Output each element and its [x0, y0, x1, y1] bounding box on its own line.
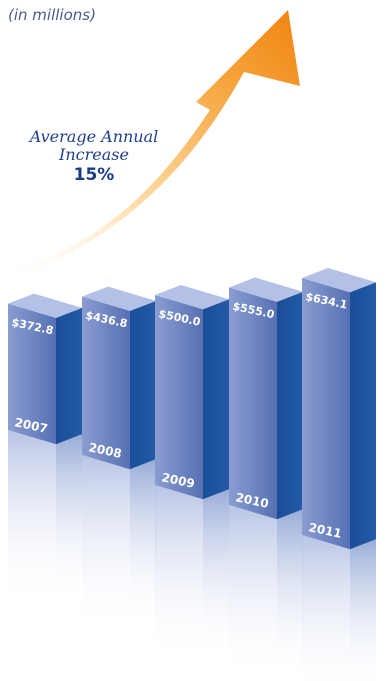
bar-reflection [8, 430, 56, 605]
bar-reflection-side [56, 434, 82, 605]
bar-side-2007 [56, 307, 82, 445]
bar-category-label: 2007 [13, 415, 49, 436]
bar-front-2010 [229, 287, 277, 520]
bar-side-2008 [130, 300, 156, 470]
bar-side-2010 [277, 291, 303, 520]
bar-top-2011 [302, 267, 376, 293]
annotation-line-1: Average Annual [29, 127, 159, 146]
bar-category-label: 2011 [307, 520, 343, 541]
bar-reflection-side [350, 539, 376, 681]
bar-top-2007 [8, 293, 82, 318]
bar-reflection [82, 455, 130, 630]
bar-reflection-side [277, 509, 303, 680]
bar-reflection [302, 535, 350, 681]
annotation-percent: 15% [73, 165, 115, 185]
bar-category-label: 2008 [87, 440, 123, 461]
bar-side-2009 [203, 299, 229, 500]
annotation-line-2: Increase [59, 145, 129, 164]
bar-reflection [155, 485, 203, 660]
bar-front-2007 [8, 303, 56, 445]
bar-side-2011 [350, 282, 376, 550]
bars-group: $372.82007$436.82008$500.02009$555.02010… [8, 267, 376, 681]
bar-category-label: 2010 [234, 490, 270, 511]
units-subtitle: (in millions) [8, 6, 96, 24]
bar-reflection-side [203, 489, 229, 660]
growth-arrow [6, 10, 300, 282]
bar-top-2010 [229, 277, 303, 302]
bar-top-2009 [155, 285, 229, 310]
bar-reflection-side [130, 459, 156, 630]
bar-category-label: 2009 [160, 470, 196, 491]
bar-front-2009 [155, 295, 203, 500]
bar-reflection [229, 505, 277, 680]
bar-front-2008 [82, 296, 130, 470]
average-increase-annotation: Average Annual Increase 15% [14, 127, 174, 185]
bar-top-2008 [82, 286, 156, 311]
bar-front-2011 [302, 277, 350, 550]
